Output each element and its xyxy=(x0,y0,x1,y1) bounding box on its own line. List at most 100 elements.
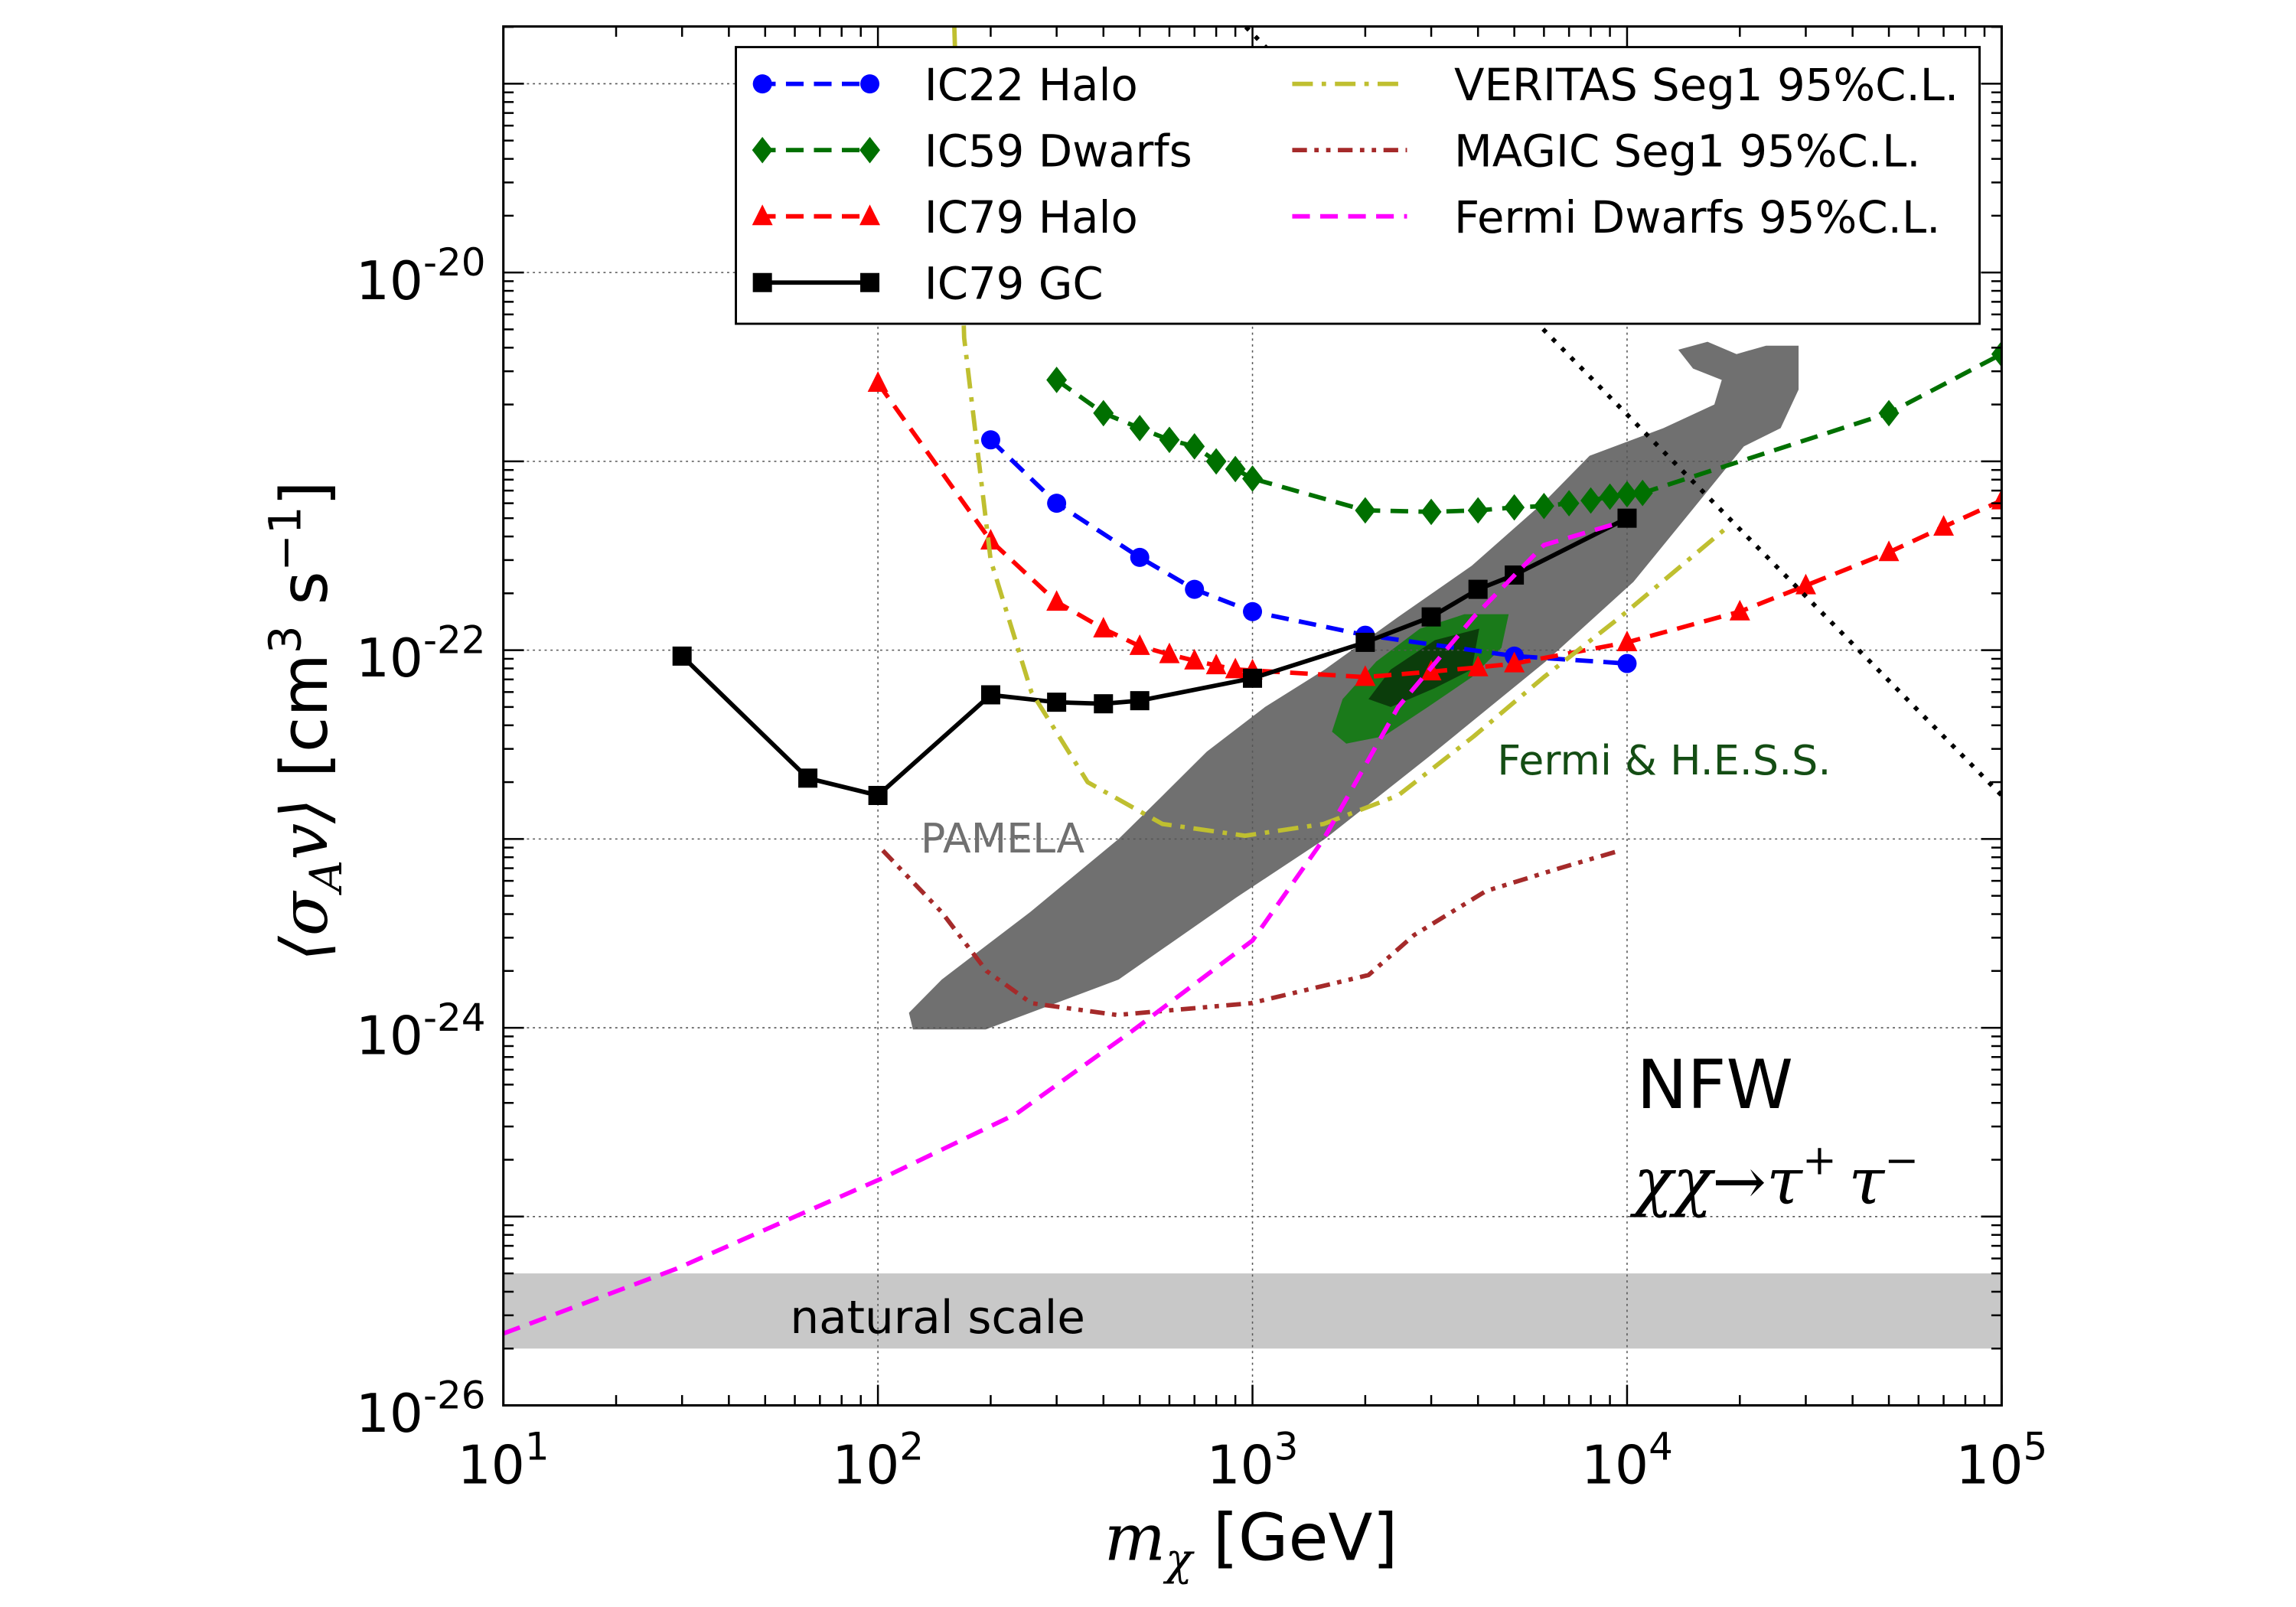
series-ic79-halo xyxy=(867,371,2002,686)
x-tick-label: 102 xyxy=(832,1425,924,1497)
regions xyxy=(503,341,2002,1349)
data-point-triangle xyxy=(1159,642,1180,663)
legend-label: IC22 Halo xyxy=(925,59,1138,111)
legend-label: Fermi Dwarfs 95%C.L. xyxy=(1454,191,1940,243)
x-label-sub: χ xyxy=(1163,1534,1195,1586)
x-tick-base: 10 xyxy=(1207,1435,1274,1496)
y-label-expm1: −1 xyxy=(259,506,311,571)
data-point-diamond xyxy=(1184,433,1205,460)
data-point-circle xyxy=(1243,601,1263,621)
series-line xyxy=(503,521,1618,1336)
x-tick-exp: 1 xyxy=(525,1425,550,1469)
series-line xyxy=(881,848,1622,1018)
data-point-diamond xyxy=(752,136,773,164)
legend-label: IC59 Dwarfs xyxy=(925,125,1192,177)
data-point-triangle xyxy=(1093,617,1114,638)
legend-item: IC59 Dwarfs xyxy=(752,125,1192,177)
x-label-unit: [GeV] xyxy=(1192,1499,1397,1575)
legend-label: VERITAS Seg1 95%C.L. xyxy=(1454,59,1958,111)
y-label-s: s xyxy=(266,571,342,625)
x-tick-exp: 5 xyxy=(2024,1425,2048,1469)
data-point-circle xyxy=(980,430,1000,450)
data-point-square xyxy=(1047,693,1067,712)
x-tick-exp: 3 xyxy=(1274,1425,1299,1469)
y-tick-exp: -22 xyxy=(423,618,486,662)
y-tick-exp: -24 xyxy=(423,996,486,1040)
data-point-square xyxy=(1468,579,1488,599)
series-group xyxy=(503,26,2002,1336)
region-pamela xyxy=(908,341,1799,1030)
x-tick-label: 105 xyxy=(1955,1425,2047,1497)
data-point-square xyxy=(868,785,888,805)
y-tick-label: 10-26 xyxy=(356,1373,486,1445)
data-point-square xyxy=(860,272,880,292)
data-point-square xyxy=(980,685,1000,705)
legend-item: IC79 GC xyxy=(752,257,1104,309)
series-magic-seg1-95-c-l- xyxy=(881,848,1622,1018)
data-point-triangle xyxy=(1225,657,1246,679)
x-tick-base: 10 xyxy=(1581,1435,1649,1496)
x-tick-exp: 2 xyxy=(899,1425,924,1469)
data-point-triangle xyxy=(1729,599,1750,621)
data-point-square xyxy=(1243,668,1263,688)
legend-item: MAGIC Seg1 95%C.L. xyxy=(1292,125,1921,177)
region-label-pamela: PAMELA xyxy=(921,814,1085,862)
legend-item: Fermi Dwarfs 95%C.L. xyxy=(1292,191,1940,243)
y-tick-base: 10 xyxy=(356,628,423,689)
tau: τ xyxy=(1848,1143,1885,1219)
data-point-triangle xyxy=(1467,655,1489,676)
data-point-triangle xyxy=(1129,634,1150,655)
data-point-triangle xyxy=(1795,573,1816,595)
x-tick-label: 104 xyxy=(1581,1425,1673,1497)
series-ic22-halo xyxy=(980,430,1637,673)
legend-item: VERITAS Seg1 95%C.L. xyxy=(1292,59,1958,111)
x-axis-label: mχ [GeV] xyxy=(1104,1499,1398,1585)
x-tick-exp: 4 xyxy=(1649,1425,1673,1469)
y-label-sub: A xyxy=(300,860,352,896)
data-point-triangle xyxy=(1355,665,1376,686)
y-label-close: ] xyxy=(266,481,342,506)
data-point-triangle xyxy=(1933,515,1955,536)
data-point-diamond xyxy=(1533,492,1554,520)
data-point-diamond xyxy=(1129,415,1150,442)
data-point-square xyxy=(1617,508,1637,528)
legend-box xyxy=(735,46,1981,325)
legend-item: IC79 Halo xyxy=(752,191,1138,243)
data-point-triangle xyxy=(859,204,880,226)
data-point-diamond xyxy=(1504,494,1525,521)
data-point-circle xyxy=(1130,547,1150,567)
data-point-triangle xyxy=(1046,590,1068,611)
data-point-square xyxy=(1355,632,1375,652)
plot-frame xyxy=(502,25,2003,1407)
tau: τ xyxy=(1766,1143,1803,1219)
plus-sup: + xyxy=(1802,1136,1837,1185)
data-point-triangle xyxy=(1504,651,1525,673)
x-tick-base: 10 xyxy=(1955,1435,2023,1496)
data-point-square xyxy=(752,272,772,292)
data-point-triangle xyxy=(1878,540,1900,562)
y-tick-base: 10 xyxy=(356,1384,423,1445)
chi-chi: χχ xyxy=(1630,1143,1716,1219)
legend-label: MAGIC Seg1 95%C.L. xyxy=(1454,125,1921,177)
y-tick-exp: -26 xyxy=(423,1373,486,1417)
legend: IC22 Halo IC59 Dwarfs IC79 Halo IC79 GC VERI… xyxy=(735,46,1981,325)
data-point-triangle xyxy=(1991,488,2002,510)
data-point-square xyxy=(1421,607,1441,627)
data-point-triangle xyxy=(1616,631,1638,651)
data-point-circle xyxy=(1185,579,1205,599)
x-tick-label: 101 xyxy=(458,1425,550,1497)
data-point-square xyxy=(672,646,692,666)
data-point-circle xyxy=(1617,654,1637,673)
series-fermi-dwarfs-95-c-l- xyxy=(503,521,1618,1336)
data-point-triangle xyxy=(867,371,889,393)
data-point-triangle xyxy=(1205,654,1227,675)
data-point-triangle xyxy=(980,529,1001,550)
y-tick-label: 10-24 xyxy=(356,996,486,1068)
arrow: → xyxy=(1712,1143,1766,1219)
legend-label: IC79 Halo xyxy=(925,191,1138,243)
series-veritas-seg1-95-c-l- xyxy=(952,27,1732,838)
x-tick-label: 103 xyxy=(1207,1425,1299,1497)
series-line xyxy=(952,27,1732,838)
